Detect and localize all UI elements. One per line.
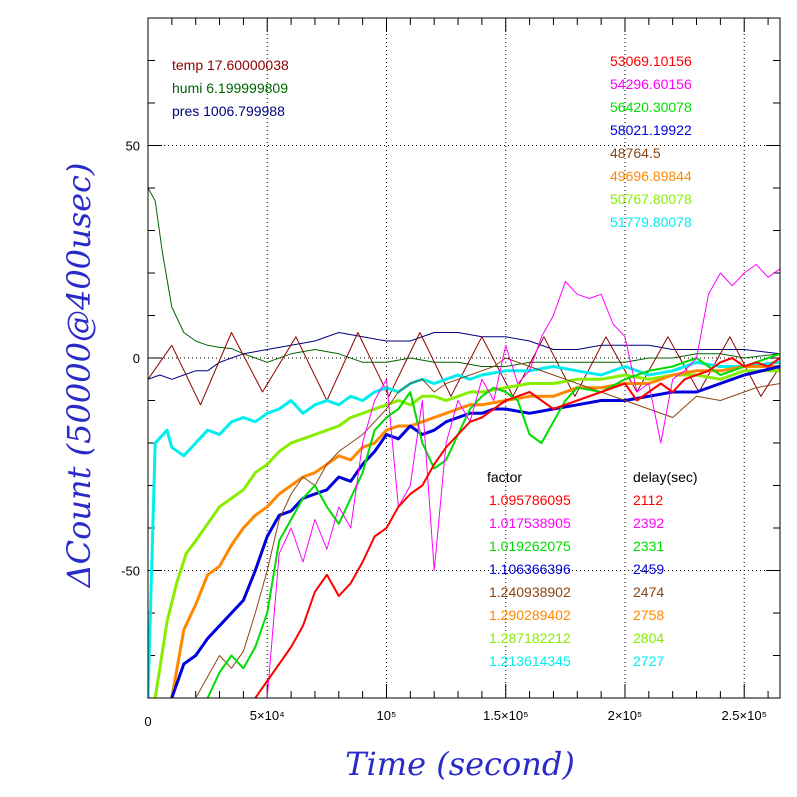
x-tick-label-0: 0 [144, 714, 151, 729]
plot-frame [147, 17, 781, 699]
y-tick-label-0: -50 [121, 564, 140, 579]
x-tick-label-5: 2.5×10⁵ [721, 708, 767, 723]
series-line-8 [206, 352, 780, 698]
tick-labels: 0 5×10⁴ 10⁵ 1.5×10⁵ 2×10⁵ 2.5×10⁵ -50 0 50 [121, 139, 767, 730]
delay-header: delay(sec) [633, 469, 698, 485]
series-line-4 [153, 369, 780, 698]
series-line-7 [195, 357, 780, 698]
delay-value-2: 2331 [633, 538, 664, 554]
series-legend-item-3: 58021.19922 [610, 122, 692, 138]
delay-value-1: 2392 [633, 515, 664, 531]
x-tick-label-3: 1.5×10⁵ [483, 708, 529, 723]
series-legend-item-5: 49696.89844 [610, 168, 692, 184]
environment-legend: temp 17.60000038 humi 6.199999809 pres 100… [172, 57, 289, 119]
factor-value-2: 1.019262075 [489, 538, 571, 554]
env-legend-item-0: temp 17.60000038 [172, 57, 289, 73]
x-tick-label-4: 2×10⁵ [608, 708, 643, 723]
delay-value-4: 2474 [633, 584, 664, 600]
factor-delay-table: factor delay(sec) 1.095786095 2112 1.0175389… [487, 469, 698, 669]
series-group [148, 187, 780, 698]
series-legend: 53069.10156 54296.60156 56420.30078 58021.1… [610, 53, 692, 230]
factor-value-6: 1.287182212 [489, 630, 571, 646]
series-line-0 [148, 187, 780, 367]
factor-value-1: 1.017538905 [489, 515, 571, 531]
delay-value-0: 2112 [633, 492, 663, 508]
delay-value-7: 2727 [633, 653, 664, 669]
series-line-5 [170, 365, 780, 698]
series-line-6 [170, 365, 780, 698]
factor-value-7: 1.213614345 [489, 653, 571, 669]
factor-value-4: 1.240938902 [489, 584, 571, 600]
x-tick-label-2: 10⁵ [377, 708, 397, 723]
axis-ticks [147, 18, 780, 698]
series-legend-item-7: 51779.80078 [610, 214, 692, 230]
series-line-9 [266, 264, 780, 698]
series-line-10 [254, 357, 780, 698]
env-legend-item-1: humi 6.199999809 [172, 80, 288, 96]
series-legend-item-2: 56420.30078 [610, 99, 692, 115]
series-legend-item-1: 54296.60156 [610, 76, 692, 92]
factor-value-0: 1.095786095 [489, 492, 571, 508]
series-legend-item-6: 50767.80078 [610, 191, 692, 207]
y-tick-label-1: 0 [133, 351, 140, 366]
factor-value-3: 1.106366396 [489, 561, 571, 577]
delay-value-6: 2804 [633, 630, 664, 646]
factor-header: factor [487, 469, 522, 485]
delay-value-5: 2758 [633, 607, 664, 623]
delay-value-3: 2459 [633, 561, 664, 577]
series-line-2 [148, 332, 780, 406]
series-legend-item-4: 48764.5 [610, 145, 661, 161]
y-axis-title: ΔCount (50000@400usec) [60, 163, 98, 590]
y-tick-label-2: 50 [126, 139, 140, 154]
env-legend-item-2: pres 1006.799988 [172, 103, 285, 119]
x-axis-title: Time (second) [345, 745, 575, 783]
x-tick-label-1: 5×10⁴ [250, 708, 285, 723]
series-legend-item-0: 53069.10156 [610, 53, 692, 69]
series-line-1 [148, 332, 780, 380]
factor-value-5: 1.290289402 [489, 607, 571, 623]
